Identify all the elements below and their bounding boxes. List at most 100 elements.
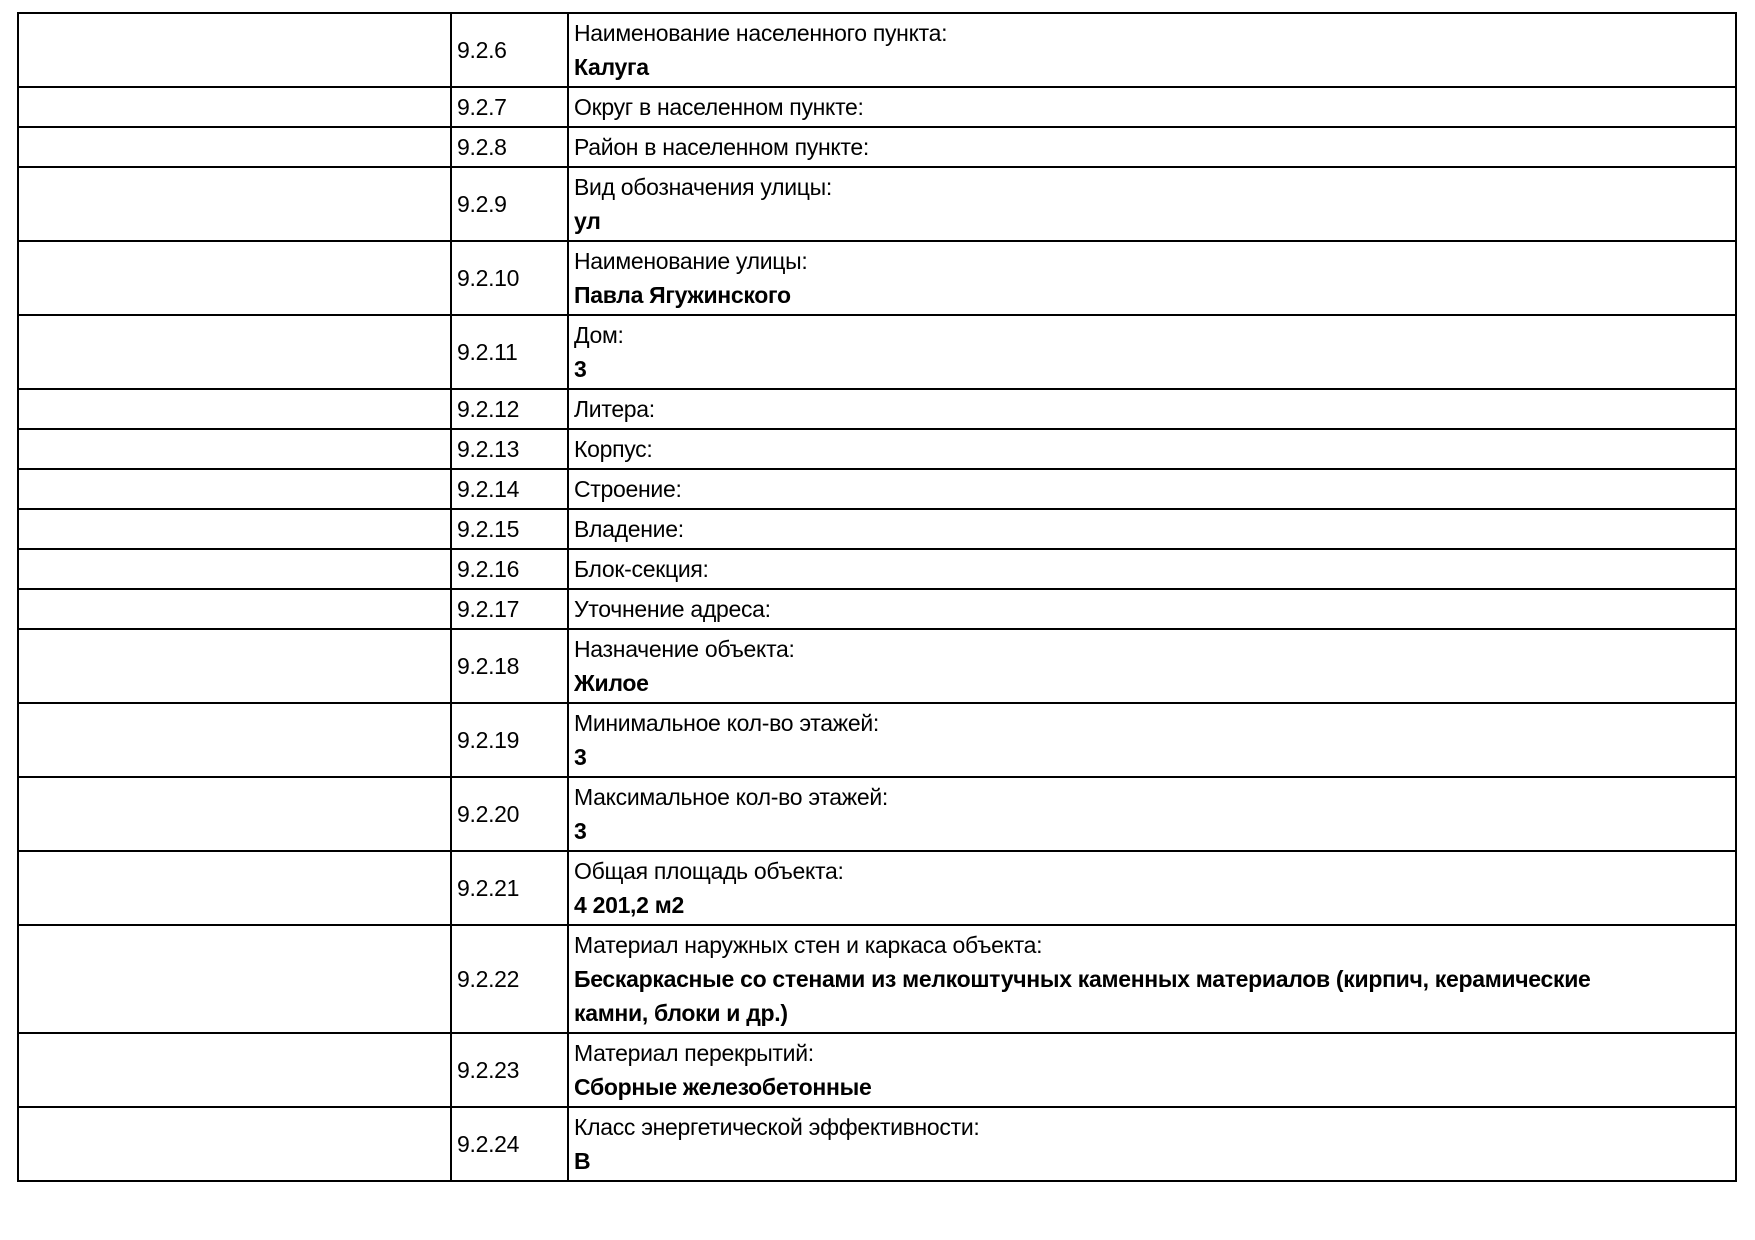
field-value: Жилое [574, 670, 649, 696]
field-label: Строение: [574, 476, 682, 502]
field-value: 3 [574, 356, 587, 382]
field-label: Максимальное кол-во этажей: [574, 784, 889, 810]
row-number: 9.2.18 [457, 653, 520, 679]
field-label: Минимальное кол-во этажей: [574, 710, 879, 736]
row-number-cell: 9.2.14 [450, 468, 569, 510]
row-number: 9.2.16 [457, 556, 520, 582]
row-number-cell: 9.2.19 [450, 702, 569, 778]
row-content-cell: Класс энергетической эффективности: В [567, 1106, 1737, 1182]
row-number-cell: 9.2.20 [450, 776, 569, 852]
row-content-cell: Минимальное кол-во этажей: 3 [567, 702, 1737, 778]
row-number: 9.2.6 [457, 37, 507, 63]
table-row: 9.2.19 Минимальное кол-во этажей: 3 [17, 702, 1737, 778]
empty-cell [17, 86, 452, 128]
row-content-cell: Округ в населенном пункте: [567, 86, 1737, 128]
field-value: Павла Ягужинского [574, 282, 791, 308]
empty-cell [17, 388, 452, 430]
row-number-cell: 9.2.16 [450, 548, 569, 590]
field-value: Калуга [574, 54, 649, 80]
table-row: 9.2.11 Дом: 3 [17, 314, 1737, 390]
field-value: В [574, 1148, 591, 1174]
row-content-cell: Уточнение адреса: [567, 588, 1737, 630]
row-content-cell: Дом: 3 [567, 314, 1737, 390]
table-row: 9.2.7 Округ в населенном пункте: [17, 86, 1737, 128]
row-number: 9.2.22 [457, 966, 520, 992]
table-row: 9.2.16 Блок-секция: [17, 548, 1737, 590]
row-number: 9.2.11 [457, 339, 518, 365]
field-value: 3 [574, 818, 587, 844]
empty-cell [17, 166, 452, 242]
row-number: 9.2.20 [457, 801, 520, 827]
row-number-cell: 9.2.7 [450, 86, 569, 128]
table-row: 9.2.13 Корпус: [17, 428, 1737, 470]
row-content-cell: Назначение объекта: Жилое [567, 628, 1737, 704]
empty-cell [17, 12, 452, 88]
empty-cell [17, 428, 452, 470]
row-content-cell: Вид обозначения улицы: ул [567, 166, 1737, 242]
row-content-cell: Район в населенном пункте: [567, 126, 1737, 168]
empty-cell [17, 776, 452, 852]
field-label: Блок-секция: [574, 556, 709, 582]
field-label: Наименование улицы: [574, 248, 808, 274]
row-content-cell: Общая площадь объекта: 4 201,2 м2 [567, 850, 1737, 926]
field-value: 3 [574, 744, 587, 770]
row-number: 9.2.12 [457, 396, 520, 422]
table-row: 9.2.18 Назначение объекта: Жилое [17, 628, 1737, 704]
empty-cell [17, 588, 452, 630]
empty-cell [17, 240, 452, 316]
row-content-cell: Максимальное кол-во этажей: 3 [567, 776, 1737, 852]
field-label: Литера: [574, 396, 655, 422]
field-label: Общая площадь объекта: [574, 858, 844, 884]
row-number-cell: 9.2.18 [450, 628, 569, 704]
row-number: 9.2.10 [457, 265, 520, 291]
field-label: Район в населенном пункте: [574, 134, 869, 160]
table-row: 9.2.12 Литера: [17, 388, 1737, 430]
row-number-cell: 9.2.22 [450, 924, 569, 1034]
field-label: Округ в населенном пункте: [574, 94, 864, 120]
empty-cell [17, 314, 452, 390]
row-number-cell: 9.2.11 [450, 314, 569, 390]
row-number-cell: 9.2.15 [450, 508, 569, 550]
row-number-cell: 9.2.6 [450, 12, 569, 88]
field-label: Наименование населенного пункта: [574, 20, 948, 46]
field-label: Дом: [574, 322, 624, 348]
row-number: 9.2.19 [457, 727, 520, 753]
field-value: ул [574, 208, 601, 234]
table-row: 9.2.14 Строение: [17, 468, 1737, 510]
row-number: 9.2.17 [457, 596, 520, 622]
row-content-cell: Строение: [567, 468, 1737, 510]
row-number: 9.2.9 [457, 191, 507, 217]
row-number: 9.2.23 [457, 1057, 520, 1083]
row-content-cell: Материал наружных стен и каркаса объекта… [567, 924, 1737, 1034]
row-number: 9.2.7 [457, 94, 507, 120]
row-number-cell: 9.2.13 [450, 428, 569, 470]
field-label: Вид обозначения улицы: [574, 174, 832, 200]
row-number: 9.2.13 [457, 436, 520, 462]
row-content-cell: Литера: [567, 388, 1737, 430]
row-content-cell: Корпус: [567, 428, 1737, 470]
table-row: 9.2.20 Максимальное кол-во этажей: 3 [17, 776, 1737, 852]
row-content-cell: Наименование улицы: Павла Ягужинского [567, 240, 1737, 316]
row-number-cell: 9.2.9 [450, 166, 569, 242]
table-row: 9.2.21 Общая площадь объекта: 4 201,2 м2 [17, 850, 1737, 926]
field-label: Материал наружных стен и каркаса объекта… [574, 932, 1043, 958]
field-value: 4 201,2 м2 [574, 892, 684, 918]
field-label: Назначение объекта: [574, 636, 795, 662]
row-number: 9.2.14 [457, 476, 520, 502]
empty-cell [17, 1106, 452, 1182]
field-value: Бескаркасные со стенами из мелкоштучных … [574, 966, 1591, 1026]
empty-cell [17, 850, 452, 926]
field-label: Владение: [574, 516, 684, 542]
table-row: 9.2.10 Наименование улицы: Павла Ягужинс… [17, 240, 1737, 316]
row-number-cell: 9.2.12 [450, 388, 569, 430]
table-row: 9.2.15 Владение: [17, 508, 1737, 550]
empty-cell [17, 508, 452, 550]
row-number: 9.2.8 [457, 134, 507, 160]
table-row: 9.2.9 Вид обозначения улицы: ул [17, 166, 1737, 242]
empty-cell [17, 628, 452, 704]
table-row: 9.2.23 Материал перекрытий: Сборные желе… [17, 1032, 1737, 1108]
empty-cell [17, 126, 452, 168]
row-number: 9.2.15 [457, 516, 520, 542]
row-content-cell: Материал перекрытий: Сборные железобетон… [567, 1032, 1737, 1108]
